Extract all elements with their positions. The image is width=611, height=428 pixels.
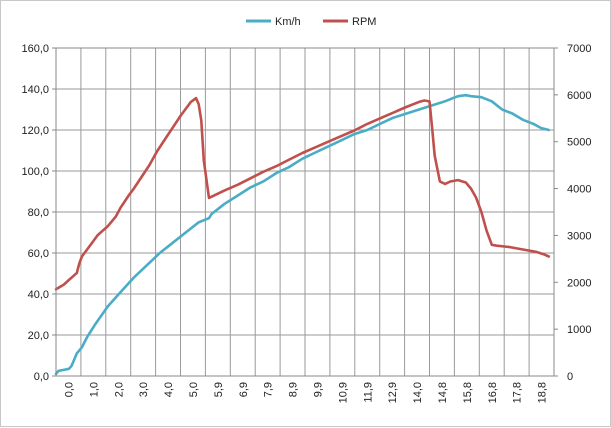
- x-tick-label: 9,9: [312, 382, 324, 397]
- x-tick-label: 12,9: [387, 382, 399, 403]
- x-tick-label: 5,0: [188, 382, 200, 397]
- x-tick-label: 17,8: [512, 382, 524, 403]
- x-tick-label: 10,9: [337, 382, 349, 403]
- x-tick-label: 14,0: [412, 382, 424, 403]
- y-left-tick-label: 60,0: [28, 248, 49, 260]
- x-tick-label: 11,9: [362, 382, 374, 403]
- legend-label: Km/h: [275, 16, 301, 28]
- y-left-tick-label: 40,0: [28, 289, 49, 301]
- x-tick-label: 0,0: [63, 382, 75, 397]
- gridlines: [55, 47, 555, 377]
- x-tick-label: 16,8: [487, 382, 499, 403]
- y-left-tick-label: 20,0: [28, 330, 49, 342]
- y-right-tick-label: 0: [567, 371, 573, 383]
- x-tick-label: 3,0: [138, 382, 150, 397]
- x-tick-label: 14,8: [437, 382, 449, 403]
- y-left-tick-label: 100,0: [21, 166, 49, 178]
- y-right-tick-label: 6000: [567, 90, 591, 102]
- y-right-tick-label: 3000: [567, 230, 591, 242]
- x-tick-label: 5,9: [213, 382, 225, 397]
- x-tick-label: 6,9: [238, 382, 250, 397]
- x-tick-label: 18,8: [537, 382, 549, 403]
- series-line-rpm: [54, 96, 551, 291]
- y-left-tick-label: 160,0: [21, 43, 49, 55]
- y-left-tick-label: 140,0: [21, 84, 49, 96]
- x-tick-label: 15,8: [462, 382, 474, 403]
- legend: Km/h RPM: [246, 16, 376, 28]
- series-layer: [54, 93, 551, 376]
- y-right-tick-label: 1000: [567, 324, 591, 336]
- legend-label: RPM: [352, 16, 376, 28]
- x-tick-label: 7,9: [263, 382, 275, 397]
- x-tick-label: 8,9: [288, 382, 300, 397]
- axes: 0,0 20,0 40,0 60,0 80,0 100,0 120,0 140,0 160,0 0…: [21, 43, 591, 403]
- x-tick-label: 4,0: [163, 382, 175, 397]
- y-left-tick-label: 80,0: [28, 207, 49, 219]
- y-right-tick-label: 7000: [567, 43, 591, 55]
- series-line-km-h: [54, 93, 551, 376]
- x-tick-label: 2,0: [113, 382, 125, 397]
- y-right-tick-label: 5000: [567, 137, 591, 149]
- y-left-tick-label: 0,0: [34, 371, 49, 383]
- x-tick-label: 1,0: [88, 382, 100, 397]
- y-right-tick-label: 4000: [567, 184, 591, 196]
- y-right-tick-label: 2000: [567, 277, 591, 289]
- y-left-tick-label: 120,0: [21, 125, 49, 137]
